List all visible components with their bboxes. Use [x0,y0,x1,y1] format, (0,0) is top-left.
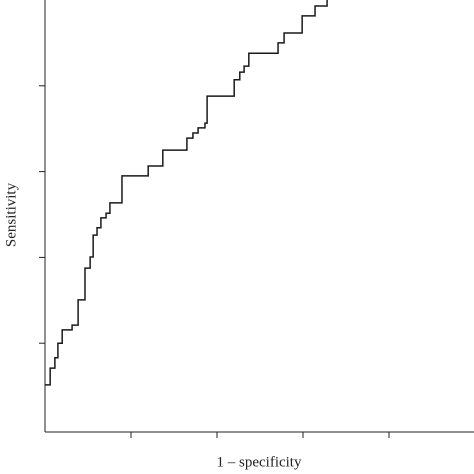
y-axis-label: Sensitivity [3,182,19,247]
roc-curve [45,0,328,386]
x-axis-label: 1 – specificity [217,454,302,470]
